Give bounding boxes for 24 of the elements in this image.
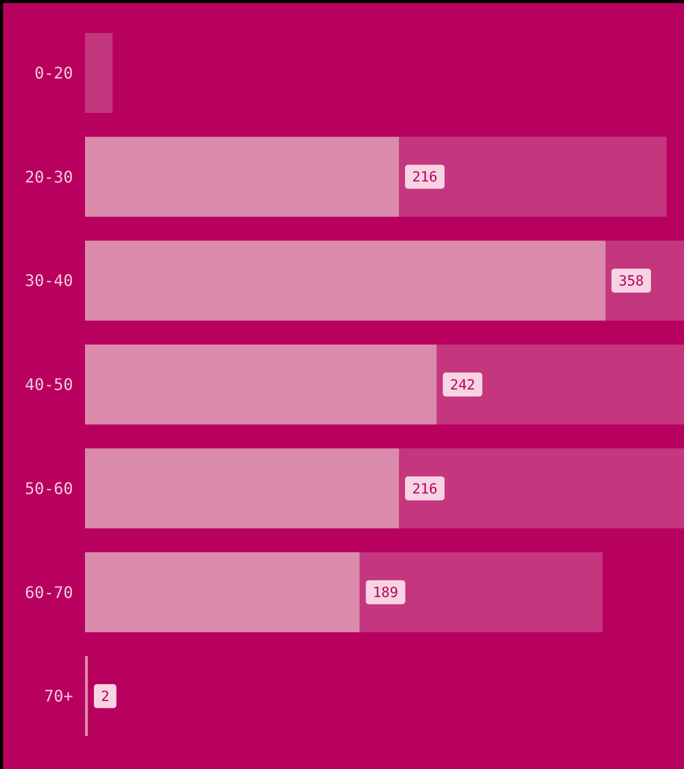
bar — [85, 240, 606, 321]
data-label: 242 — [450, 377, 476, 394]
y-tick-label: 50-60 — [24, 478, 73, 498]
bar — [436, 344, 684, 424]
y-tick-label: 70+ — [44, 686, 73, 706]
data-label: 358 — [618, 274, 644, 290]
bar — [85, 656, 88, 736]
bar — [85, 552, 360, 632]
bar — [360, 552, 603, 632]
y-tick-label: 30-40 — [24, 271, 73, 290]
y-tick-label: 60-70 — [24, 582, 73, 602]
bar — [85, 32, 113, 113]
data-label: 2 — [100, 688, 110, 705]
data-label: 189 — [372, 585, 398, 602]
y-tick-label: 0-20 — [34, 64, 73, 83]
bar — [85, 136, 400, 217]
bar — [399, 448, 684, 528]
bar — [85, 344, 437, 424]
y-tick-label: 40-50 — [24, 375, 73, 394]
data-label: 216 — [412, 481, 438, 498]
y-tick-label: 20-30 — [24, 167, 73, 186]
bar — [399, 136, 667, 217]
data-label: 216 — [412, 170, 438, 186]
bar — [85, 448, 400, 528]
